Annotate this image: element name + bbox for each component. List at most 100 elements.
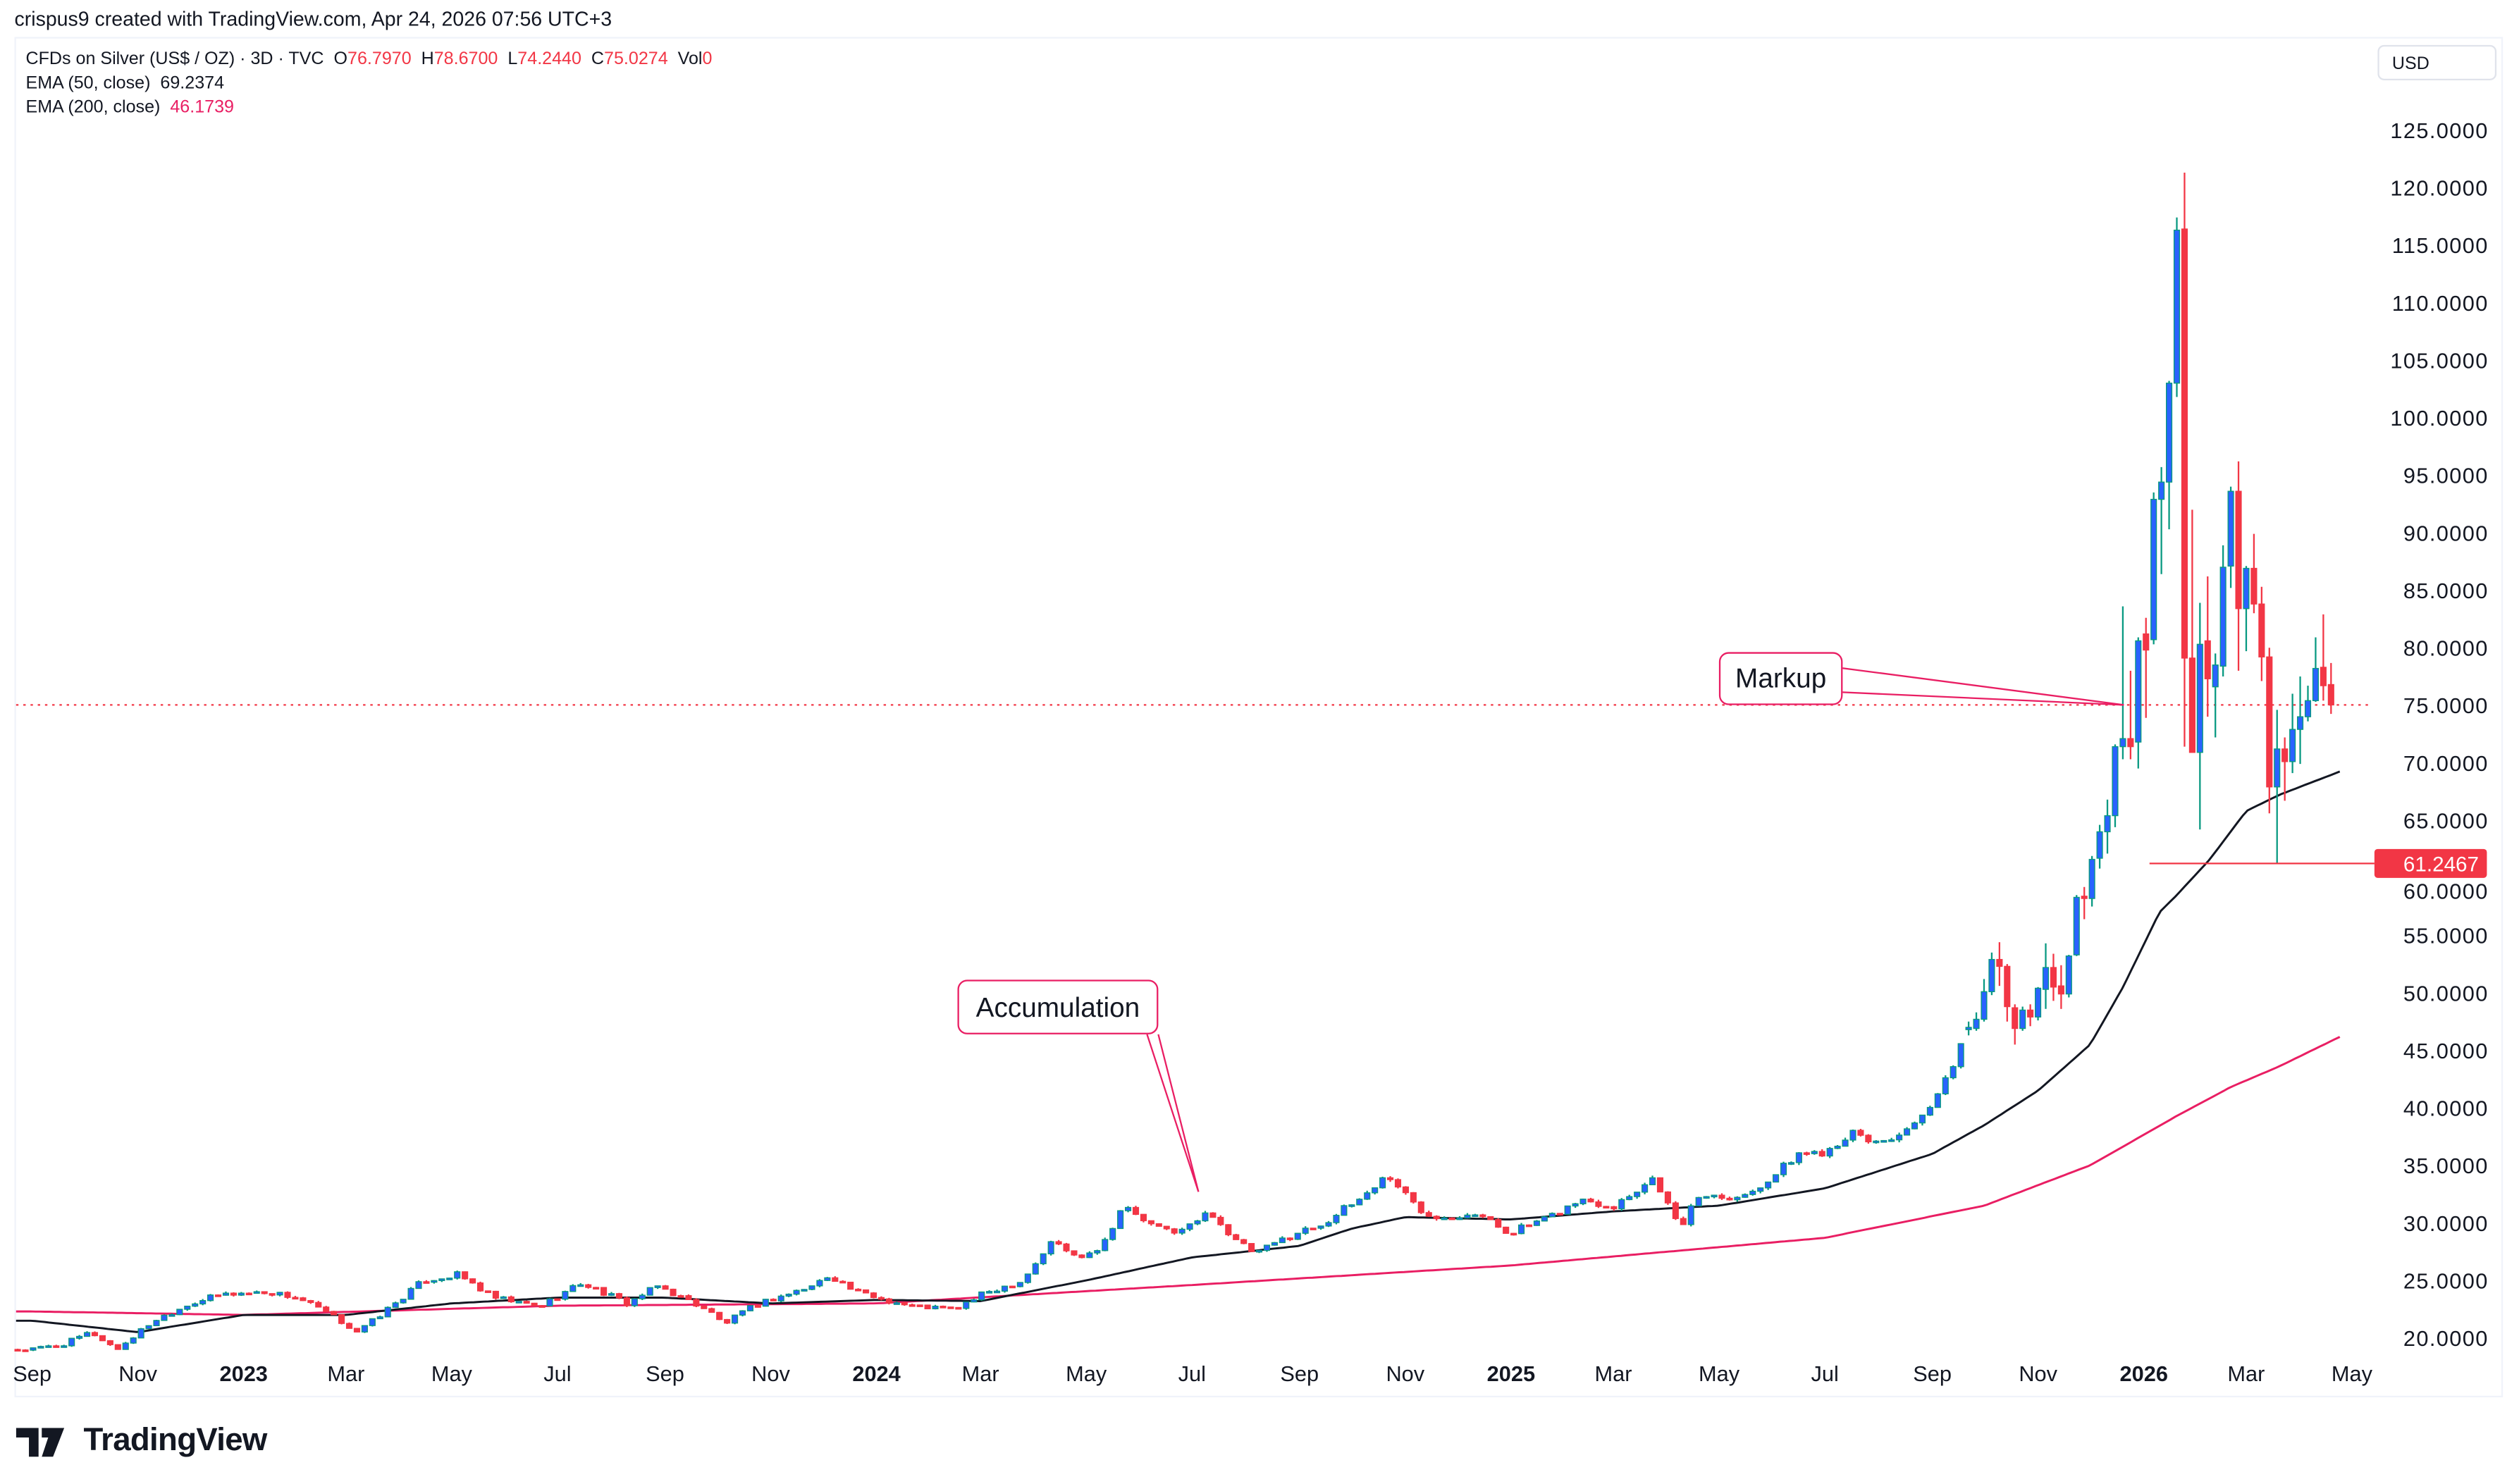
candle-body bbox=[507, 1296, 515, 1303]
price-tick-label: 25.0000 bbox=[2403, 1268, 2489, 1293]
candle bbox=[615, 1292, 623, 1299]
candle bbox=[1233, 1233, 1240, 1240]
candle bbox=[662, 1285, 669, 1290]
candle-body bbox=[832, 1277, 839, 1282]
ema200-label: EMA (200, close) bbox=[25, 98, 161, 118]
candle-body bbox=[1495, 1219, 1502, 1228]
tradingview-logo[interactable]: TradingView bbox=[16, 1423, 267, 1459]
candle bbox=[1117, 1210, 1124, 1230]
candle-body bbox=[30, 1347, 37, 1351]
candle-body bbox=[1178, 1228, 1185, 1234]
candle-body bbox=[1009, 1285, 1016, 1289]
candle-body bbox=[1140, 1213, 1147, 1222]
markup-annotation[interactable]: Markup bbox=[1718, 652, 1843, 705]
candle-body bbox=[785, 1293, 792, 1297]
time-axis[interactable]: Sep Nov 2023 Mar May Jul Sep Nov 2024 Mar May Jul Se… bbox=[13, 1361, 2372, 1386]
candle-body bbox=[2304, 700, 2312, 717]
candle bbox=[554, 1298, 561, 1301]
candle-body bbox=[955, 1306, 962, 1310]
candle-body bbox=[1317, 1225, 1324, 1229]
candle-body bbox=[978, 1291, 985, 1301]
time-tick-label: Mar bbox=[1595, 1361, 1632, 1386]
candle-body bbox=[106, 1340, 113, 1345]
candle-body bbox=[2096, 831, 2103, 859]
candle bbox=[2150, 492, 2157, 645]
candle-body bbox=[1749, 1190, 1756, 1195]
ema200-line bbox=[16, 1036, 2341, 1316]
candle-body bbox=[91, 1332, 99, 1337]
open-value: 76.7970 bbox=[347, 49, 412, 70]
candle-body bbox=[1055, 1241, 1062, 1245]
candle-body bbox=[2312, 667, 2319, 701]
candle-body bbox=[2088, 858, 2095, 899]
candle bbox=[2304, 686, 2312, 722]
candle-body bbox=[993, 1290, 1001, 1294]
candle-body bbox=[1711, 1194, 1718, 1198]
candle bbox=[269, 1293, 276, 1297]
price-tick-label: 120.0000 bbox=[2390, 176, 2488, 201]
candle bbox=[1140, 1213, 1147, 1223]
candle-body bbox=[407, 1287, 414, 1300]
candle-body bbox=[323, 1306, 330, 1312]
candle-body bbox=[392, 1302, 399, 1308]
candle-body bbox=[1402, 1186, 1409, 1194]
candle-body bbox=[1973, 1018, 1980, 1029]
annotation-pointers bbox=[1146, 667, 2124, 1192]
candle bbox=[284, 1291, 291, 1299]
price-marker-label: 61.2467 bbox=[2403, 853, 2479, 877]
ema200-legend[interactable]: EMA (200, close) 46.1739 bbox=[25, 98, 234, 117]
candle-body bbox=[1464, 1214, 1471, 1219]
candle-body bbox=[1356, 1199, 1363, 1206]
candle-body bbox=[222, 1292, 230, 1296]
candle-body bbox=[724, 1318, 731, 1324]
candle bbox=[400, 1299, 407, 1304]
candle bbox=[1510, 1232, 1517, 1236]
ema50-legend[interactable]: EMA (50, close) 69.2374 bbox=[25, 74, 224, 93]
candle-body bbox=[1726, 1197, 1733, 1201]
close-value: 75.0274 bbox=[604, 49, 668, 70]
candle bbox=[993, 1289, 1001, 1294]
candle bbox=[1795, 1152, 1802, 1165]
candle-body bbox=[1787, 1162, 1795, 1165]
candle bbox=[2219, 545, 2227, 677]
candle-body bbox=[1603, 1206, 1610, 1208]
candle-body bbox=[754, 1305, 761, 1308]
candle bbox=[307, 1299, 314, 1304]
candle bbox=[1503, 1226, 1510, 1234]
candle bbox=[1240, 1239, 1248, 1244]
candle-body bbox=[153, 1320, 160, 1327]
candle-body bbox=[1456, 1217, 1463, 1220]
currency-button[interactable]: USD bbox=[2377, 44, 2497, 80]
candle-body bbox=[1217, 1216, 1224, 1225]
candle-body bbox=[1965, 1027, 1972, 1030]
candle bbox=[562, 1290, 569, 1301]
candle bbox=[2166, 381, 2173, 530]
candle-body bbox=[2250, 567, 2258, 605]
candle bbox=[701, 1305, 708, 1309]
candle-body bbox=[739, 1310, 746, 1316]
candle-body bbox=[230, 1292, 237, 1296]
time-tick-label: Mar bbox=[962, 1361, 999, 1386]
candle-body bbox=[2235, 490, 2242, 610]
candle bbox=[323, 1306, 330, 1312]
candle bbox=[2235, 461, 2242, 671]
candle bbox=[1372, 1187, 1379, 1195]
candle bbox=[1973, 1012, 1980, 1031]
accumulation-annotation[interactable]: Accumulation bbox=[957, 979, 1159, 1034]
candle-body bbox=[538, 1305, 546, 1308]
price-axis[interactable]: 20.0000 25.0000 30.0000 35.0000 40.0000 45.00… bbox=[2390, 118, 2488, 1351]
candle-body bbox=[1695, 1197, 1702, 1206]
candle bbox=[1016, 1282, 1023, 1287]
candle bbox=[754, 1304, 761, 1308]
candle bbox=[1672, 1201, 1679, 1220]
candle bbox=[454, 1270, 461, 1280]
symbol-title: CFDs on Silver (US$ / OZ) · 3D · TVC bbox=[25, 49, 324, 70]
candle-body bbox=[2081, 896, 2088, 899]
high-value: 78.6700 bbox=[433, 49, 498, 70]
candle bbox=[670, 1288, 677, 1297]
candle-body bbox=[438, 1278, 445, 1282]
price-tick-label: 65.0000 bbox=[2403, 808, 2489, 833]
candle bbox=[1024, 1273, 1031, 1284]
candle-body bbox=[1626, 1196, 1633, 1201]
